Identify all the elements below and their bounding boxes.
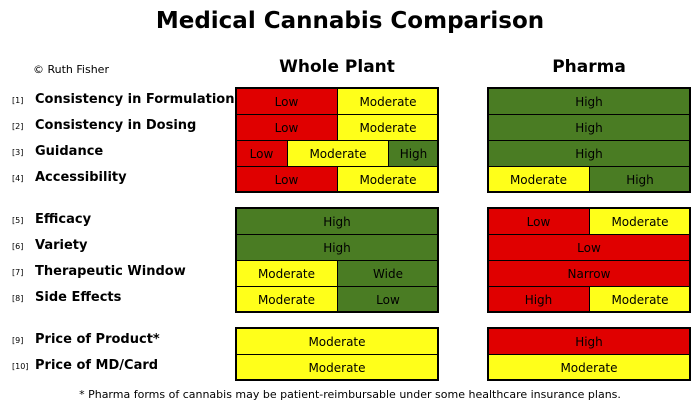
rating-cell-whole-plant: High (388, 140, 438, 166)
row-label: Accessibility (35, 170, 127, 185)
rating-cell-whole-plant: Moderate (287, 140, 388, 166)
row-label: Guidance (35, 144, 104, 159)
rating-cell-pharma: High (488, 114, 690, 140)
footnote: * Pharma forms of cannabis may be patien… (79, 388, 621, 401)
row-label: Price of MD/Card (35, 358, 159, 373)
column-header-pharma: Pharma (552, 57, 626, 77)
group-border-pharma-3 (487, 327, 691, 381)
rating-cell-pharma: Moderate (488, 354, 690, 380)
row-label: Therapeutic Window (35, 264, 186, 279)
rating-cell-whole-plant: Low (236, 140, 287, 166)
rating-cell-whole-plant: Moderate (337, 114, 438, 140)
rating-cell-whole-plant: Low (236, 114, 337, 140)
row-number: [2] (12, 122, 24, 131)
rating-cell-pharma: Moderate (488, 166, 589, 192)
row-number: [8] (12, 294, 24, 303)
row-number: [4] (12, 174, 24, 183)
rating-cell-pharma: Low (488, 234, 690, 260)
group-border-whole_plant-1 (235, 87, 439, 193)
rating-cell-whole-plant: Low (236, 166, 337, 192)
row-number: [10] (12, 362, 29, 371)
rating-cell-pharma: Moderate (589, 286, 690, 312)
row-number: [6] (12, 242, 24, 251)
rating-cell-whole-plant: High (236, 234, 438, 260)
rating-cell-whole-plant: Moderate (236, 328, 438, 354)
rating-cell-whole-plant: Moderate (337, 166, 438, 192)
rating-cell-pharma: High (488, 286, 589, 312)
column-header-whole-plant: Whole Plant (279, 57, 395, 77)
group-border-whole_plant-3 (235, 327, 439, 381)
rating-cell-pharma: High (488, 328, 690, 354)
row-label: Price of Product* (35, 332, 160, 347)
row-label: Consistency in Dosing (35, 118, 197, 133)
rating-cell-pharma: Narrow (488, 260, 690, 286)
copyright-notice: © Ruth Fisher (33, 63, 109, 76)
page-title: Medical Cannabis Comparison (155, 8, 545, 34)
rating-cell-pharma: High (589, 166, 690, 192)
group-border-pharma-2 (487, 207, 691, 313)
row-number: [1] (12, 96, 24, 105)
row-number: [5] (12, 216, 24, 225)
row-label: Side Effects (35, 290, 122, 305)
row-number: [3] (12, 148, 24, 157)
rating-cell-whole-plant: Low (337, 286, 438, 312)
rating-cell-whole-plant: Moderate (236, 286, 337, 312)
rating-cell-whole-plant: Low (236, 88, 337, 114)
row-label: Efficacy (35, 212, 92, 227)
group-border-whole_plant-2 (235, 207, 439, 313)
rating-cell-whole-plant: High (236, 208, 438, 234)
row-label: Variety (35, 238, 88, 253)
rating-cell-whole-plant: Wide (337, 260, 438, 286)
row-number: [9] (12, 336, 24, 345)
group-border-pharma-1 (487, 87, 691, 193)
rating-cell-pharma: High (488, 140, 690, 166)
row-number: [7] (12, 268, 24, 277)
rating-cell-whole-plant: Moderate (236, 354, 438, 380)
row-label: Consistency in Formulations (35, 92, 243, 107)
rating-cell-whole-plant: Moderate (236, 260, 337, 286)
